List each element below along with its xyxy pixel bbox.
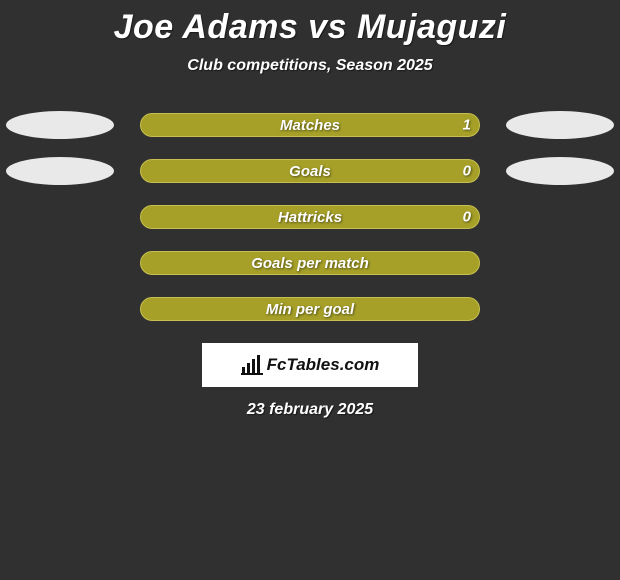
right-ellipse <box>506 157 614 185</box>
comparison-row: Hattricks 0 <box>0 205 620 229</box>
page-title: Joe Adams vs Mujaguzi <box>0 0 620 47</box>
stat-bar: Matches 1 <box>140 113 480 137</box>
comparison-row: Goals 0 <box>0 159 620 183</box>
logo-box: FcTables.com <box>202 343 418 387</box>
logo-text: FcTables.com <box>267 355 380 375</box>
left-ellipse <box>6 157 114 185</box>
left-ellipse <box>6 111 114 139</box>
right-ellipse <box>506 111 614 139</box>
stat-value: 1 <box>463 117 471 134</box>
comparison-infographic: Joe Adams vs Mujaguzi Club competitions,… <box>0 0 620 580</box>
page-subtitle: Club competitions, Season 2025 <box>0 57 620 75</box>
comparison-row: Goals per match <box>0 251 620 275</box>
stat-label: Hattricks <box>278 209 342 226</box>
comparison-row: Matches 1 <box>0 113 620 137</box>
stat-bar: Hattricks 0 <box>140 205 480 229</box>
comparison-rows: Matches 1 Goals 0 Hattricks 0 Goals per match M… <box>0 113 620 321</box>
stat-label: Goals per match <box>251 255 369 272</box>
stat-label: Min per goal <box>266 301 354 318</box>
stat-label: Matches <box>280 117 340 134</box>
stat-label: Goals <box>289 163 331 180</box>
stat-bar: Goals 0 <box>140 159 480 183</box>
stat-value: 0 <box>463 163 471 180</box>
stat-bar: Goals per match <box>140 251 480 275</box>
stat-bar: Min per goal <box>140 297 480 321</box>
comparison-row: Min per goal <box>0 297 620 321</box>
stat-value: 0 <box>463 209 471 226</box>
bar-chart-icon <box>241 355 263 375</box>
footer-date: 23 february 2025 <box>0 401 620 419</box>
